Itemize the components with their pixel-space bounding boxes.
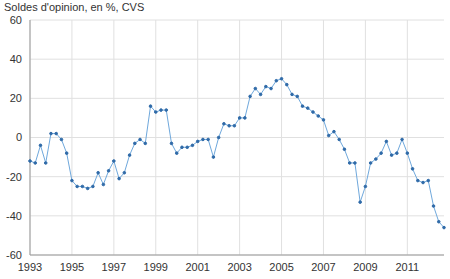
html-text:Soldes d'opinion, en %, CVS: Soldes d'opinion, en %, CVS	[4, 1, 145, 13]
svg-text:2011: 2011	[395, 261, 419, 273]
svg-text:-20: -20	[8, 171, 22, 183]
svg-text:1995: 1995	[60, 261, 84, 273]
svg-text:2005: 2005	[269, 261, 293, 273]
svg-text:0: 0	[16, 131, 22, 143]
svg-text:1993: 1993	[18, 261, 42, 273]
svg-text:2001: 2001	[185, 261, 209, 273]
svg-text:40: 40	[10, 53, 22, 65]
svg-text:60: 60	[10, 14, 22, 26]
svg-text:2009: 2009	[353, 261, 377, 273]
svg-text:1999: 1999	[144, 261, 168, 273]
svg-text:1997: 1997	[102, 261, 126, 273]
svg-text:2007: 2007	[311, 261, 335, 273]
svg-text:20: 20	[10, 92, 22, 104]
svg-text:-60: -60	[8, 249, 22, 261]
svg-text:-40: -40	[8, 210, 22, 222]
svg-text:2003: 2003	[227, 261, 251, 273]
